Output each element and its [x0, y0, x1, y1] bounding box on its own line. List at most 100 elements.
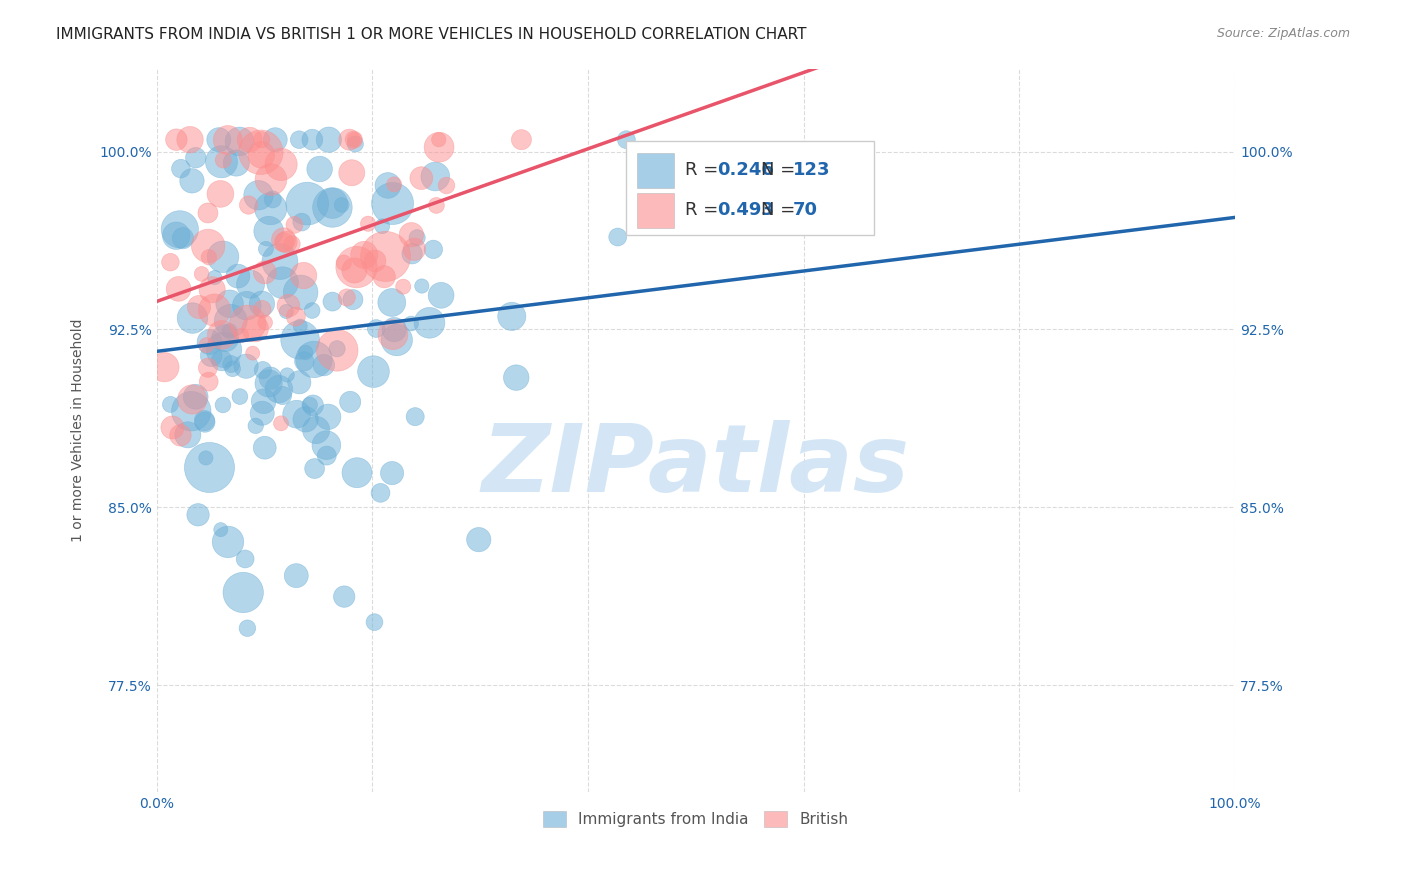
- Point: [208, 133, 231, 147]
- Point: [253, 441, 276, 455]
- Point: [211, 327, 233, 342]
- Point: [194, 415, 217, 429]
- Point: [399, 317, 422, 331]
- FancyBboxPatch shape: [637, 193, 675, 227]
- Point: [170, 161, 193, 176]
- Point: [197, 375, 219, 389]
- Point: [318, 133, 340, 147]
- Point: [221, 361, 243, 376]
- Point: [184, 151, 207, 165]
- Point: [181, 311, 204, 326]
- Point: [308, 161, 330, 176]
- Point: [276, 304, 298, 318]
- Text: R =: R =: [685, 202, 724, 219]
- Point: [165, 228, 187, 243]
- Point: [283, 218, 305, 232]
- Point: [312, 358, 335, 372]
- Point: [193, 414, 215, 428]
- Point: [226, 269, 249, 284]
- Point: [219, 357, 242, 371]
- Point: [239, 133, 262, 147]
- Point: [291, 215, 314, 229]
- Text: R =: R =: [685, 161, 724, 178]
- Point: [190, 267, 212, 281]
- Point: [288, 376, 311, 390]
- Point: [392, 279, 415, 293]
- Point: [363, 365, 385, 379]
- Point: [339, 395, 361, 409]
- Point: [411, 171, 433, 186]
- Point: [229, 390, 252, 404]
- Point: [252, 363, 274, 377]
- Point: [184, 390, 207, 404]
- Point: [344, 136, 367, 151]
- Point: [270, 157, 292, 171]
- Point: [330, 198, 353, 212]
- Point: [374, 249, 396, 263]
- Point: [257, 224, 280, 238]
- Point: [315, 438, 337, 452]
- Point: [204, 303, 226, 318]
- Point: [510, 133, 533, 147]
- Text: Source: ZipAtlas.com: Source: ZipAtlas.com: [1216, 27, 1350, 40]
- Point: [381, 196, 404, 211]
- Point: [285, 407, 308, 421]
- Point: [271, 276, 294, 290]
- Point: [326, 343, 349, 358]
- Point: [357, 217, 380, 231]
- Point: [385, 333, 408, 347]
- Point: [273, 233, 295, 247]
- Point: [321, 196, 343, 211]
- Point: [427, 133, 450, 147]
- Point: [181, 392, 204, 407]
- Point: [505, 370, 527, 384]
- Point: [165, 133, 187, 147]
- Point: [273, 235, 295, 249]
- Point: [501, 310, 523, 324]
- Point: [250, 133, 273, 147]
- Point: [198, 250, 221, 264]
- Point: [250, 297, 273, 311]
- Point: [212, 398, 235, 412]
- Text: 0.493: 0.493: [717, 202, 775, 219]
- Point: [425, 169, 447, 184]
- Point: [197, 206, 219, 220]
- Point: [169, 428, 191, 442]
- Point: [214, 331, 236, 345]
- Point: [198, 460, 221, 475]
- Point: [250, 145, 273, 160]
- Point: [468, 533, 491, 547]
- Legend: Immigrants from India, British: Immigrants from India, British: [536, 804, 856, 835]
- Point: [363, 615, 385, 629]
- Point: [195, 338, 218, 352]
- Point: [253, 265, 276, 279]
- Point: [336, 290, 359, 304]
- Point: [436, 178, 458, 193]
- Point: [212, 153, 235, 167]
- Point: [418, 316, 440, 330]
- Point: [425, 198, 447, 212]
- Point: [217, 133, 239, 147]
- Point: [211, 154, 233, 169]
- Point: [304, 461, 326, 475]
- Point: [321, 294, 343, 309]
- Point: [404, 409, 426, 424]
- Point: [162, 420, 184, 434]
- Point: [401, 246, 423, 260]
- Point: [194, 450, 217, 465]
- Point: [169, 222, 191, 236]
- Point: [302, 352, 325, 367]
- Point: [232, 585, 254, 599]
- Y-axis label: 1 or more Vehicles in Household: 1 or more Vehicles in Household: [72, 318, 86, 542]
- Point: [427, 140, 450, 154]
- Point: [235, 359, 257, 374]
- Point: [198, 334, 221, 349]
- Point: [370, 486, 392, 500]
- Point: [411, 279, 433, 293]
- Point: [288, 333, 311, 347]
- Point: [294, 412, 316, 426]
- Point: [353, 248, 375, 262]
- Point: [302, 398, 325, 412]
- Point: [342, 293, 364, 307]
- Point: [301, 303, 323, 318]
